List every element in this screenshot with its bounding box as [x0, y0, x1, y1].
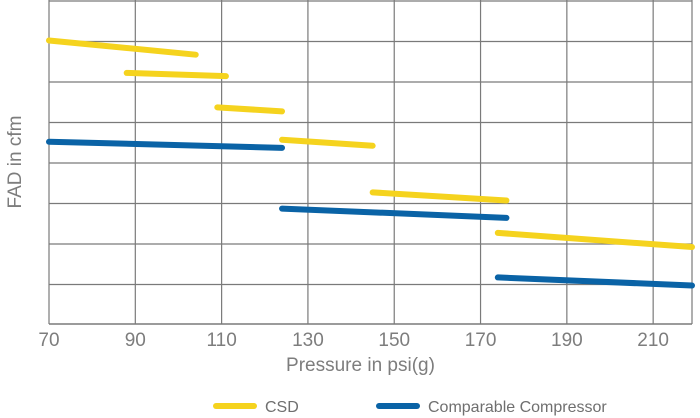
x-tick-label-70: 70 [38, 330, 59, 351]
series-comparable-compressor-segment-1 [279, 205, 510, 221]
y-axis-title: FAD in cfm [5, 116, 26, 209]
x-tick-label-90: 90 [125, 330, 146, 351]
series-csd-segment-3 [279, 136, 376, 149]
x-tick-label-130: 130 [292, 330, 324, 351]
grid [48, 0, 693, 325]
series-layer [46, 37, 695, 289]
legend: CSD Comparable Compressor [213, 399, 607, 416]
x-axis-title: Pressure in psi(g) [286, 355, 435, 376]
axes: Pressure in psi(g) FAD in cfm 70 90 110 130… [5, 116, 669, 376]
series-csd-segment-5 [494, 229, 695, 251]
x-tick-label-210: 210 [637, 330, 669, 351]
series-comparable-compressor-segment-2 [494, 274, 695, 289]
series-comparable-compressor-segment-0 [46, 138, 286, 151]
series-csd-segment-1 [123, 69, 229, 80]
x-tick-label-110: 110 [206, 330, 236, 351]
legend-label-csd: CSD [265, 399, 299, 416]
series-csd-segment-4 [369, 189, 510, 204]
x-tick-label-190: 190 [551, 330, 583, 351]
x-tick-label-170: 170 [465, 330, 497, 351]
legend-label-comparable-compressor: Comparable Compressor [428, 399, 607, 416]
series-csd-segment-2 [214, 104, 286, 115]
x-tick-label-150: 150 [378, 330, 410, 351]
series-csd-segment-0 [46, 37, 199, 58]
